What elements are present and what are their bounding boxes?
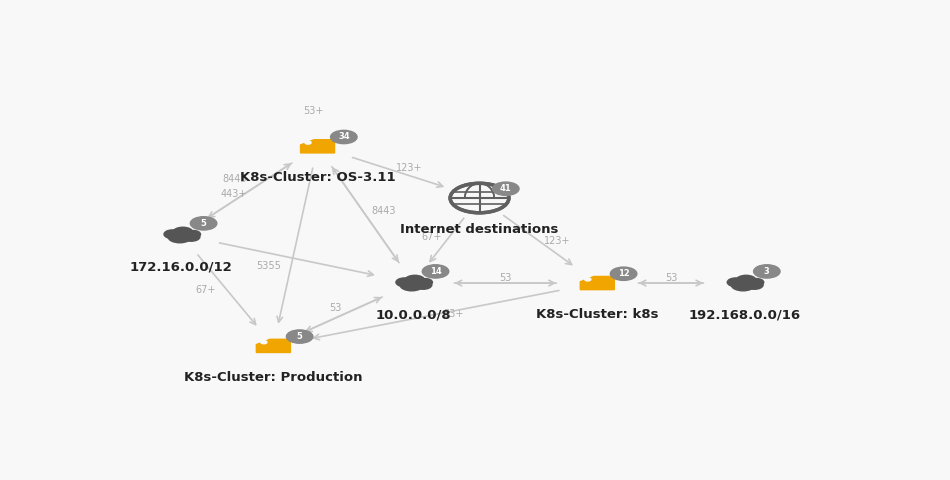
Circle shape bbox=[610, 267, 636, 280]
Text: 172.16.0.0/12: 172.16.0.0/12 bbox=[130, 260, 233, 273]
Text: 3: 3 bbox=[764, 267, 770, 276]
Text: 5355: 5355 bbox=[256, 261, 281, 271]
Circle shape bbox=[400, 279, 424, 291]
Circle shape bbox=[736, 276, 756, 285]
Text: 67+: 67+ bbox=[195, 286, 216, 296]
Circle shape bbox=[396, 278, 413, 287]
Text: 41: 41 bbox=[500, 184, 512, 193]
Polygon shape bbox=[580, 276, 615, 289]
Text: 123+: 123+ bbox=[395, 163, 422, 173]
Text: 12: 12 bbox=[618, 269, 630, 278]
Text: K8s-Cluster: OS-3.11: K8s-Cluster: OS-3.11 bbox=[239, 171, 395, 184]
Text: 5: 5 bbox=[200, 219, 206, 228]
Text: 53: 53 bbox=[330, 302, 342, 312]
Circle shape bbox=[422, 265, 448, 278]
Text: K8s-Cluster: k8s: K8s-Cluster: k8s bbox=[536, 308, 658, 321]
Text: Internet destinations: Internet destinations bbox=[400, 223, 559, 236]
Text: 8443: 8443 bbox=[371, 206, 396, 216]
Circle shape bbox=[732, 279, 754, 291]
Text: 8443: 8443 bbox=[222, 174, 246, 184]
Text: 192.168.0.0/16: 192.168.0.0/16 bbox=[689, 308, 801, 321]
Circle shape bbox=[728, 278, 745, 287]
Text: 53+: 53+ bbox=[444, 310, 464, 320]
Circle shape bbox=[753, 265, 780, 278]
Circle shape bbox=[305, 141, 311, 144]
Text: 14: 14 bbox=[429, 267, 442, 276]
Circle shape bbox=[450, 183, 509, 213]
Text: 53: 53 bbox=[499, 273, 511, 283]
Text: 67+: 67+ bbox=[422, 232, 442, 242]
Circle shape bbox=[182, 232, 200, 241]
Circle shape bbox=[260, 341, 267, 344]
Text: K8s-Cluster: Production: K8s-Cluster: Production bbox=[184, 371, 363, 384]
Circle shape bbox=[492, 182, 519, 195]
Circle shape bbox=[173, 227, 193, 237]
Polygon shape bbox=[256, 339, 291, 352]
Circle shape bbox=[164, 230, 181, 239]
Circle shape bbox=[414, 281, 432, 289]
Text: 123+: 123+ bbox=[543, 236, 570, 246]
Text: 53+: 53+ bbox=[304, 106, 324, 116]
Text: 53: 53 bbox=[665, 273, 677, 283]
Circle shape bbox=[418, 278, 432, 286]
Text: 5: 5 bbox=[296, 332, 303, 341]
Circle shape bbox=[190, 216, 217, 230]
Circle shape bbox=[584, 278, 591, 281]
Text: 443+: 443+ bbox=[221, 189, 247, 199]
Circle shape bbox=[168, 231, 192, 243]
Circle shape bbox=[331, 131, 357, 144]
Circle shape bbox=[185, 230, 200, 238]
Circle shape bbox=[405, 276, 425, 285]
Circle shape bbox=[746, 281, 763, 289]
Text: 34: 34 bbox=[338, 132, 350, 142]
Circle shape bbox=[749, 278, 764, 286]
Text: 10.0.0.0/8: 10.0.0.0/8 bbox=[375, 308, 451, 321]
Polygon shape bbox=[300, 140, 334, 153]
Circle shape bbox=[286, 330, 313, 343]
